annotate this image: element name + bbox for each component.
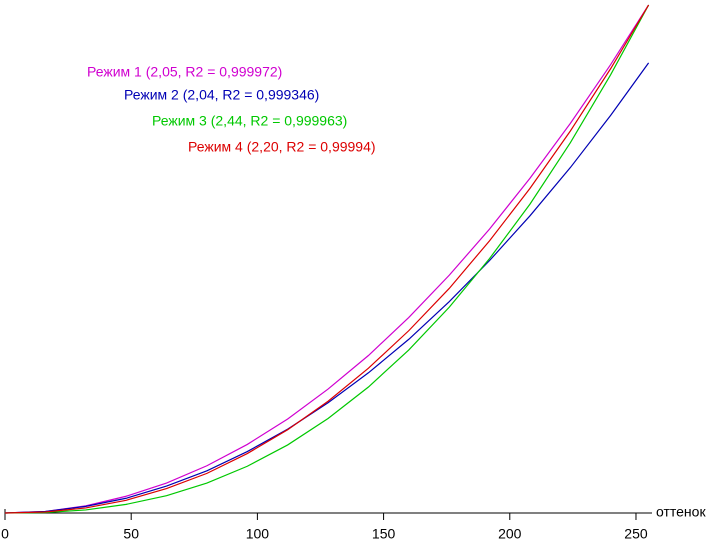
legend-label: Режим 4 (2,20, R2 = 0,99994) — [188, 139, 376, 155]
x-tick-label: 100 — [246, 526, 270, 541]
x-axis-label: оттенок — [656, 504, 706, 520]
x-tick-label: 0 — [1, 526, 9, 541]
legend-label: Режим 1 (2,05, R2 = 0,999972) — [87, 64, 282, 80]
legend-label: Режим 2 (2,04, R2 = 0,999346) — [124, 87, 319, 103]
series-line — [4, 4, 650, 514]
x-tick-label: 150 — [372, 526, 396, 541]
legend-label: Режим 3 (2,44, R2 = 0,999963) — [152, 113, 347, 129]
x-tick-label: 250 — [624, 526, 648, 541]
series-line — [4, 62, 650, 514]
x-tick-label: 200 — [498, 526, 522, 541]
series-line — [4, 4, 650, 514]
x-tick-label: 50 — [123, 526, 139, 541]
series-line — [4, 4, 650, 514]
